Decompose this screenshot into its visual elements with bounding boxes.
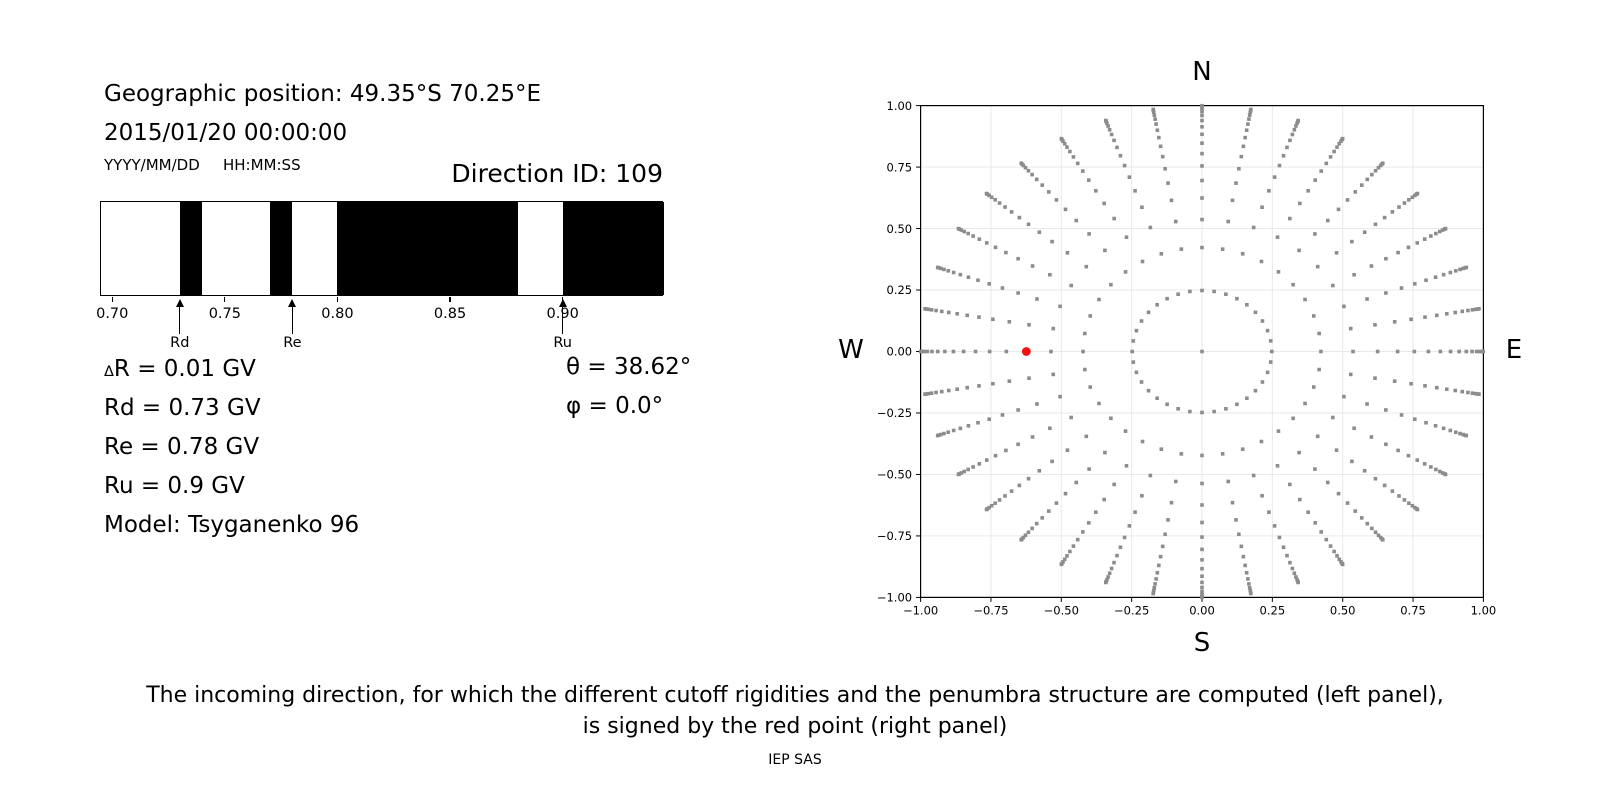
y-tick-label: −0.75: [877, 529, 912, 543]
penumbra-black-band: [337, 202, 518, 295]
x-tick-mark: [224, 297, 226, 302]
delta-r-value: ΔR = 0.01 GV: [104, 358, 256, 381]
cutoff-arrow-head: [175, 299, 184, 307]
x-tick-label: 0.25: [1260, 603, 1286, 617]
compass-south-label: S: [1193, 628, 1211, 658]
direction-id-label: Direction ID: 109: [451, 159, 663, 188]
date-format-label: YYYY/MM/DD: [104, 156, 200, 174]
penumbra-bar-chart: 0.700.750.800.850.90RdReRu: [96, 201, 664, 350]
x-tick-label: 0.00: [1189, 603, 1215, 617]
y-tick-label: −0.25: [877, 406, 912, 420]
datetime-text: 2015/01/20 00:00:00: [104, 120, 348, 146]
y-tick-label: 0.75: [886, 160, 912, 174]
cutoff-arrow-head: [558, 299, 567, 307]
x-tick-label: −1.00: [903, 603, 938, 617]
credit-label: IEP SAS: [768, 752, 822, 768]
x-tick-label: −0.25: [1114, 603, 1149, 617]
cutoff-arrow-stem: [562, 307, 564, 334]
cutoff-arrow-label: Re: [283, 335, 302, 351]
cutoff-arrow-stem: [179, 307, 181, 334]
y-tick-label: −1.00: [877, 591, 912, 605]
cutoff-arrow-head: [288, 299, 297, 307]
x-tick-label: 1.00: [1471, 603, 1497, 617]
ru-value: Ru = 0.9 GV: [104, 473, 245, 499]
x-tick-label: 0.50: [1330, 603, 1356, 617]
y-tick-label: 0.00: [886, 345, 912, 359]
delta-r-text: R = 0.01 GV: [113, 356, 256, 382]
compass-north-label: N: [1192, 57, 1212, 87]
x-tick-label: −0.50: [1044, 603, 1079, 617]
rd-value: Rd = 0.73 GV: [104, 395, 261, 421]
theta-value: θ = 38.62°: [566, 354, 692, 380]
re-value: Re = 0.78 GV: [104, 434, 260, 460]
model-label: Model: Tsyganenko 96: [104, 512, 360, 538]
penumbra-black-band: [269, 202, 293, 295]
x-tick-label: 0.75: [1400, 603, 1426, 617]
y-tick-label: 1.00: [886, 99, 912, 113]
cutoff-arrow-stem: [291, 307, 293, 334]
cutoff-arrow-label: Rd: [170, 335, 190, 351]
caption-line2: is signed by the red point (right panel): [582, 714, 1008, 739]
y-tick-label: −0.50: [877, 468, 912, 482]
x-tick-label: 0.70: [96, 306, 129, 322]
direction-scatter-plot: −1.00−1.00 −0.75 −0.75 −0.50 −0.50 −0.25 −0.25…: [877, 99, 1496, 618]
compass-east-label: E: [1505, 335, 1523, 365]
penumbra-black-band: [179, 202, 203, 295]
tick-labels: −1.00−1.00 −0.75 −0.75 −0.50 −0.50 −0.25 −0.25…: [877, 99, 1496, 618]
geo-position-text: Geographic position: 49.35°S 70.25°E: [104, 81, 542, 107]
caption-line1: The incoming direction, for which the di…: [146, 683, 1444, 708]
cutoff-arrow-label: Ru: [553, 335, 572, 351]
red-incoming-direction-point: [1021, 347, 1031, 356]
x-tick-label: −0.75: [973, 603, 1008, 617]
penumbra-black-band: [562, 202, 664, 295]
time-format-label: HH:MM:SS: [223, 156, 301, 174]
compass-west-label: W: [838, 335, 864, 365]
x-tick-label: 0.75: [208, 306, 242, 322]
direction-grid-dots: [918, 103, 1486, 600]
x-tick-mark: [336, 297, 339, 302]
delta-symbol: Δ: [104, 364, 114, 380]
y-tick-label: 0.50: [886, 222, 912, 236]
phi-value: φ = 0.0°: [566, 393, 664, 419]
x-tick-label: 0.85: [433, 306, 467, 322]
x-tick-mark: [111, 297, 113, 302]
y-tick-label: 0.25: [886, 283, 912, 297]
x-tick-label: 0.80: [321, 306, 354, 322]
x-tick-mark: [449, 297, 451, 302]
tick-marks: [916, 105, 1484, 602]
